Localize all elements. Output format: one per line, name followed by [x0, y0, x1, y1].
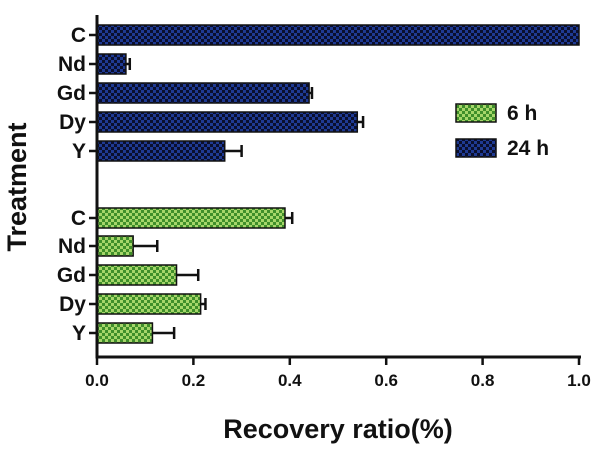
y-tick-label-Nd: Nd [58, 235, 86, 258]
x-tick-label: 0.4 [278, 371, 302, 390]
labels-layer: C Nd Gd Dy Y C Nd Gd Dy Y 0.0 0.2 0.4 0.6 0.8 1.0 Recove… [2, 24, 591, 444]
y-tick-label-Dy: Dy [59, 111, 86, 134]
bar-24h-Nd [96, 53, 127, 75]
legend-swatch-24h [455, 138, 497, 158]
x-axis-title: Recovery ratio(%) [223, 414, 453, 444]
y-tick-label-Y: Y [72, 322, 86, 345]
y-tick-label-Y: Y [72, 140, 86, 163]
bar-6h-Gd [96, 264, 178, 286]
x-tick-label: 0.6 [374, 371, 398, 390]
y-tick-label-C: C [71, 207, 86, 230]
x-tick-label: 0.0 [85, 371, 109, 390]
y-tick-label-Gd: Gd [57, 264, 86, 287]
bar-6h-Dy [96, 293, 202, 315]
x-tick-label: 0.2 [182, 371, 206, 390]
legend-swatch-6h [455, 103, 497, 123]
bar-6h-Y [96, 322, 154, 344]
bar-24h-Gd [96, 82, 310, 104]
x-tick-label: 1.0 [567, 371, 591, 390]
bar-6h-C [96, 207, 286, 229]
y-tick-label-C: C [71, 24, 86, 47]
y-tick-label-Gd: Gd [57, 82, 86, 105]
bar-6h-Nd [96, 235, 134, 257]
legend-label-6h: 6 h [507, 102, 537, 125]
y-tick-label-Dy: Dy [59, 293, 86, 316]
bar-24h-C [96, 24, 580, 46]
y-axis-title: Treatment [2, 122, 32, 251]
legend-label-24h: 24 h [507, 137, 549, 160]
bar-24h-Dy [96, 111, 359, 133]
bars-layer [96, 24, 580, 344]
y-tick-label-Nd: Nd [58, 53, 86, 76]
bar-24h-Y [96, 140, 226, 162]
legend: 6 h 24 h [455, 102, 549, 160]
axes-layer [89, 15, 581, 365]
x-tick-label: 0.8 [471, 371, 495, 390]
